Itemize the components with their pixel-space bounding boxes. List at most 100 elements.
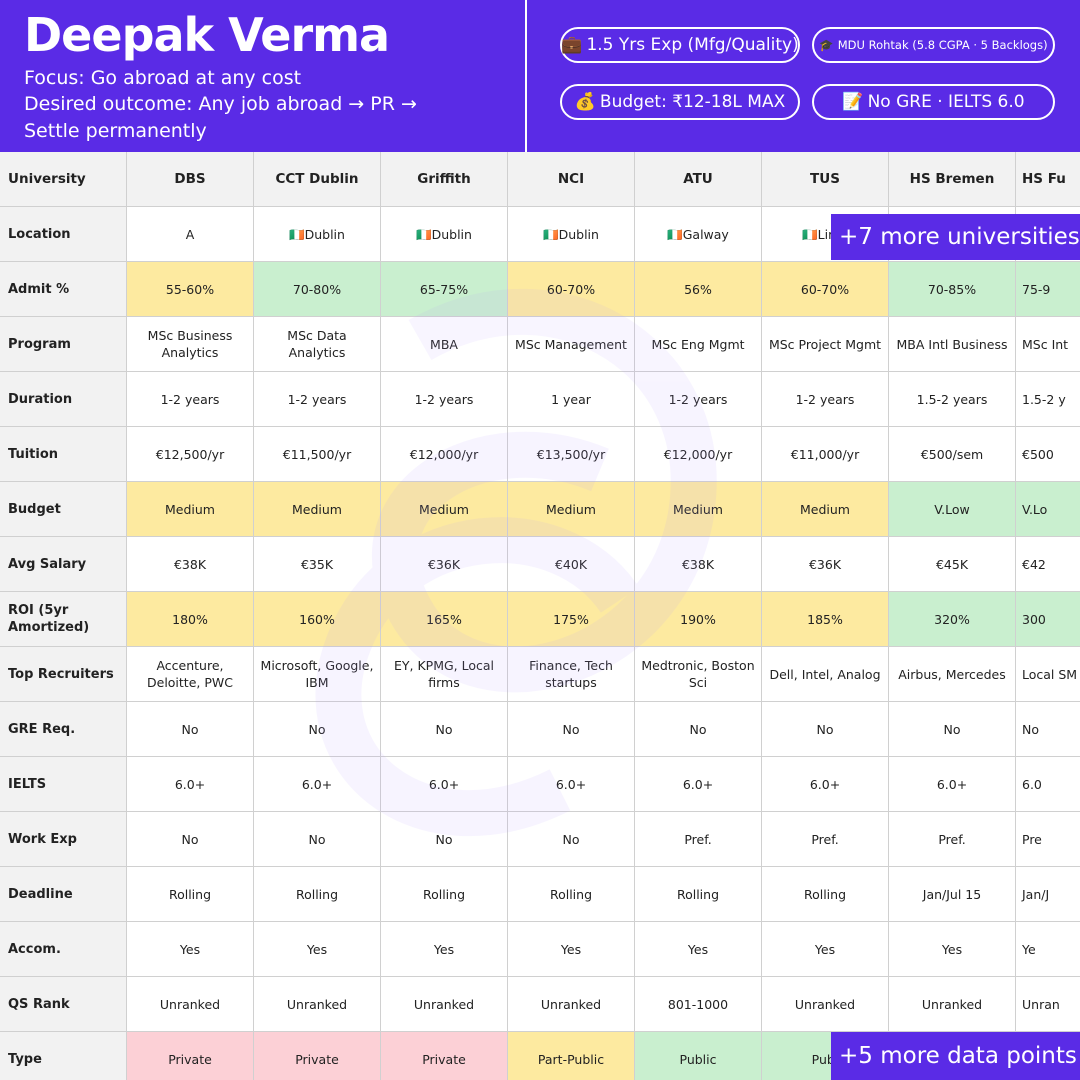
row-label: Deadline — [0, 867, 127, 922]
table-cell: Part-Public — [508, 1032, 635, 1080]
tests-label: No GRE · IELTS 6.0 — [867, 92, 1025, 112]
table-cell: Medium — [381, 482, 508, 537]
table-row: Deadline Rolling Rolling Rolling Rolling Roll… — [0, 867, 1080, 922]
table-row: ROI (5yr Amortized) 180% 160% 165% 175% 190% 1… — [0, 592, 1080, 647]
table-cell: 1-2 years — [254, 372, 381, 427]
table-cell: €38K — [127, 537, 254, 592]
table-cell: €12,000/yr — [381, 427, 508, 482]
column-header: ATU — [635, 152, 762, 207]
table-cell: €35K — [254, 537, 381, 592]
row-label: Budget — [0, 482, 127, 537]
table-cell: €13,500/yr — [508, 427, 635, 482]
experience-label: 1.5 Yrs Exp (Mfg/Quality) — [586, 35, 799, 55]
row-label: ROI (5yr Amortized) — [0, 592, 127, 647]
table-cell: No — [508, 702, 635, 757]
row-label: Type — [0, 1032, 127, 1080]
table-cell: Unran — [1016, 977, 1080, 1032]
table-cell: Medium — [635, 482, 762, 537]
table-cell: €12,000/yr — [635, 427, 762, 482]
row-label: Location — [0, 207, 127, 262]
row-label: Avg Salary — [0, 537, 127, 592]
focus-text: Focus: Go abroad at any cost — [24, 67, 302, 89]
table-cell: 1-2 years — [635, 372, 762, 427]
table-cell: €11,500/yr — [254, 427, 381, 482]
table-cell: 55-60% — [127, 262, 254, 317]
memo-icon: 📝 — [842, 92, 864, 112]
table-row: Top Recruiters Accenture, Deloitte, PWC Mi… — [0, 647, 1080, 702]
table-cell: No — [1016, 702, 1080, 757]
table-cell: 1-2 years — [381, 372, 508, 427]
table-cell: Jan/Jul 15 — [889, 867, 1016, 922]
table-cell: MBA — [381, 317, 508, 372]
table-cell: No — [635, 702, 762, 757]
table-cell: 60-70% — [762, 262, 889, 317]
table-cell: Unranked — [254, 977, 381, 1032]
table-cell: 6.0+ — [635, 757, 762, 812]
column-header: TUS — [762, 152, 889, 207]
table-cell: Pref. — [635, 812, 762, 867]
budget-pill: 💰 Budget: ₹12-18L MAX — [560, 84, 800, 120]
row-label: IELTS — [0, 757, 127, 812]
header-divider — [525, 0, 527, 152]
table-cell: MSc Data Analytics — [254, 317, 381, 372]
table-cell: Pref. — [889, 812, 1016, 867]
table-row: Accom. Yes Yes Yes Yes Yes Yes Yes Ye — [0, 922, 1080, 977]
money-bag-icon: 💰 — [574, 92, 596, 112]
table-cell: 🇮🇪Dublin — [381, 207, 508, 262]
table-cell: 320% — [889, 592, 1016, 647]
table-cell: Yes — [762, 922, 889, 977]
row-label: QS Rank — [0, 977, 127, 1032]
table-cell: €36K — [381, 537, 508, 592]
table-row: QS Rank Unranked Unranked Unranked Unranked 8… — [0, 977, 1080, 1032]
column-header: CCT Dublin — [254, 152, 381, 207]
table-cell: €500 — [1016, 427, 1080, 482]
table-cell: Rolling — [635, 867, 762, 922]
table-cell: 6.0+ — [508, 757, 635, 812]
row-label: Program — [0, 317, 127, 372]
table-cell: Unranked — [381, 977, 508, 1032]
table-cell: €38K — [635, 537, 762, 592]
table-cell: Jan/J — [1016, 867, 1080, 922]
column-header: DBS — [127, 152, 254, 207]
row-label: Tuition — [0, 427, 127, 482]
table-cell: Yes — [381, 922, 508, 977]
column-header: HS Fu — [1016, 152, 1080, 207]
table-cell: Rolling — [127, 867, 254, 922]
tests-pill: 📝 No GRE · IELTS 6.0 — [812, 84, 1055, 120]
table-cell: Pref. — [762, 812, 889, 867]
table-cell: 6.0+ — [762, 757, 889, 812]
table-cell: 🇮🇪Dublin — [508, 207, 635, 262]
table-cell: €45K — [889, 537, 1016, 592]
table-cell: Rolling — [254, 867, 381, 922]
column-header: NCI — [508, 152, 635, 207]
table-cell: Airbus, Mercedes — [889, 647, 1016, 702]
table-row: Work Exp No No No No Pref. Pref. Pref. Pre — [0, 812, 1080, 867]
table-cell: 300 — [1016, 592, 1080, 647]
table-cell: 6.0+ — [254, 757, 381, 812]
table-cell: EY, KPMG, Local firms — [381, 647, 508, 702]
table-cell: 6.0+ — [889, 757, 1016, 812]
table-cell: 160% — [254, 592, 381, 647]
table-cell: Yes — [127, 922, 254, 977]
education-label: MDU Rohtak (5.8 CGPA · 5 Backlogs) — [837, 38, 1048, 52]
table-cell: No — [127, 702, 254, 757]
table-cell: Medium — [508, 482, 635, 537]
table-cell: MSc Eng Mgmt — [635, 317, 762, 372]
table-cell: 🇮🇪Dublin — [254, 207, 381, 262]
table-header-row: University DBS CCT Dublin Griffith NCI ATU TUS… — [0, 152, 1080, 207]
more-universities-badge: +7 more universities — [831, 214, 1080, 260]
table-cell: 1 year — [508, 372, 635, 427]
table-cell: Rolling — [381, 867, 508, 922]
table-cell: MBA Intl Business — [889, 317, 1016, 372]
table-cell: Unranked — [508, 977, 635, 1032]
table-cell: Private — [381, 1032, 508, 1080]
table-cell: No — [254, 702, 381, 757]
table-cell: €11,000/yr — [762, 427, 889, 482]
table-cell: MSc Business Analytics — [127, 317, 254, 372]
table-cell: 175% — [508, 592, 635, 647]
table-row: Admit % 55-60% 70-80% 65-75% 60-70% 56% 60-70%… — [0, 262, 1080, 317]
table-cell: Rolling — [762, 867, 889, 922]
briefcase-icon: 💼 — [561, 35, 583, 55]
table-cell: Unranked — [889, 977, 1016, 1032]
table-row: Tuition €12,500/yr €11,500/yr €12,000/yr €13… — [0, 427, 1080, 482]
